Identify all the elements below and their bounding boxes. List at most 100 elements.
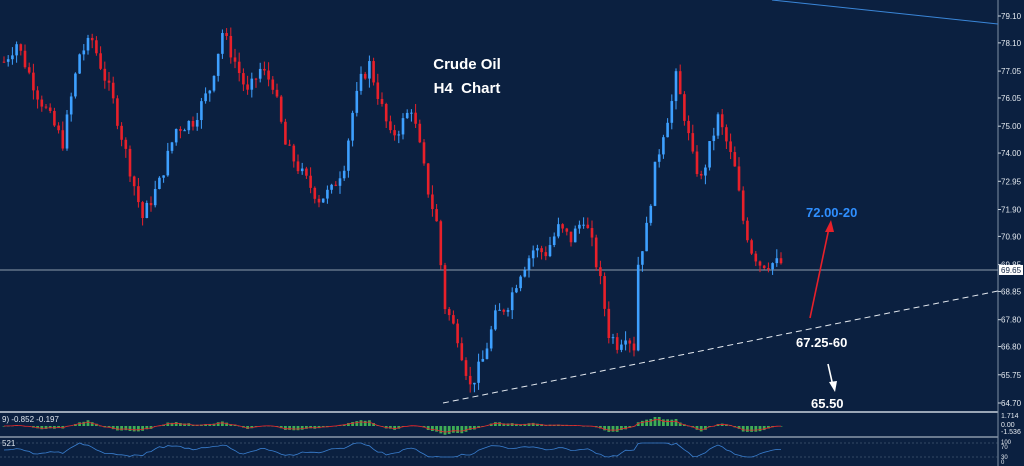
histogram-bar [48,426,52,429]
candle-body [137,186,140,203]
candle-body [48,107,52,111]
histogram-bar [641,420,644,426]
histogram-bar [225,422,228,426]
histogram-bar [750,426,753,432]
y-tick-label: 71.90 [1001,206,1022,215]
histogram-bar [611,426,615,432]
histogram-bar [767,426,770,429]
candle-body [221,33,224,54]
candle-body [695,151,699,174]
histogram-bar [531,422,535,426]
candle-body [15,44,18,56]
candle-body [599,267,602,277]
candle-body [767,268,770,270]
histogram-bar [502,423,506,426]
up-arrow-head [825,220,834,232]
candle-body [670,101,674,123]
candle-body [19,44,23,51]
candle-body [296,161,300,172]
candle-body [473,382,476,385]
histogram-bar [78,422,81,426]
histogram-bar [678,422,682,426]
y-tick-label: 66.80 [1001,343,1022,352]
histogram-bar [221,421,224,426]
histogram-bar [145,426,149,430]
candle-body [305,168,308,176]
candle-body [502,309,506,312]
histogram-bar [288,426,291,430]
candle-body [263,68,266,71]
candle-body [250,78,254,90]
candle-body [536,248,539,251]
candle-body [363,73,367,79]
histogram-bar [477,426,480,428]
candle-body [674,71,678,102]
histogram-bar [506,423,510,426]
candle-body [292,145,296,162]
candle-body [519,276,522,289]
candle-body [515,288,518,293]
candle-body [557,224,560,237]
candle-body [355,90,359,113]
candle-body [149,202,153,206]
candle-body [321,198,325,203]
histogram-bar [36,426,39,429]
histogram-bar [90,422,94,426]
candle-body [107,80,111,83]
y-tick-label: 79.10 [1001,12,1022,21]
candle-body [523,269,527,277]
histogram-bar [695,426,699,430]
histogram-bar [615,426,619,432]
candle-body [212,75,216,91]
histogram-bar [746,426,749,432]
price-axis: 79.10 78.10 77.05 76.05 75.00 74.00 72.95 71.90… [998,12,1023,466]
histogram-bar [292,426,296,431]
histogram-bar [351,421,354,426]
candle-body [124,139,128,149]
candle-body [678,71,682,95]
histogram-bar [284,426,287,430]
candle-body [704,167,707,176]
candle-body [330,184,333,190]
candle-body [586,224,590,229]
candle-body [452,315,455,324]
candle-body [506,310,510,312]
candle-body [389,121,392,131]
candle-body [527,258,531,270]
candle-body [242,73,245,85]
candle-body [561,224,564,229]
candle-body [737,166,741,191]
candle-body [699,173,703,176]
candle-body [510,292,514,311]
histogram-bar [309,426,312,429]
candle-body [758,261,762,266]
candle-body [380,98,384,104]
candle-body [481,358,485,362]
candle-body [615,337,619,350]
candle-body [254,78,258,80]
target-up-label: 72.00-20 [806,205,858,220]
histogram-bar [179,422,182,426]
y-tick-label: 68.85 [1001,287,1022,296]
histogram-bar [666,419,669,426]
histogram-bar [86,420,90,426]
histogram-bar [61,426,65,429]
histogram-bar [439,426,443,434]
y-tick-label: 77.05 [1001,67,1022,76]
y-tick-label: 78.10 [1001,39,1022,48]
histogram-bar [443,426,447,435]
histogram-bar [204,424,207,426]
histogram-bar [389,426,392,429]
candle-body [200,101,203,121]
candle-body [578,224,581,229]
histogram-bar [515,423,518,426]
histogram-bar [758,426,762,432]
candle-body [485,348,489,359]
histogram-bar [187,423,191,426]
histogram-bar [489,423,493,426]
candle-body [183,130,186,132]
histogram-bar [473,426,476,430]
histogram-bar [737,426,741,429]
